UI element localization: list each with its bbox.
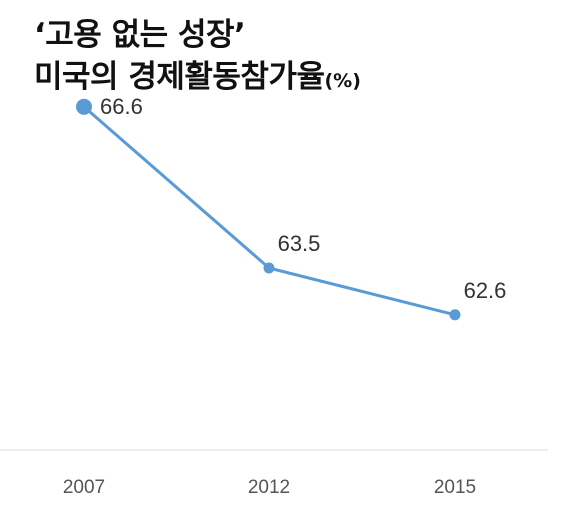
chart-title: ‘고용 없는 성장’ 미국의 경제활동참가율(%) bbox=[34, 14, 361, 102]
x-tick-2007: 2007 bbox=[63, 477, 105, 498]
x-tick-2012: 2012 bbox=[248, 477, 290, 498]
title-line-1: ‘고용 없는 성장’ bbox=[34, 17, 246, 53]
data-label-2015: 62.6 bbox=[464, 278, 507, 303]
unit-label: (%) bbox=[324, 70, 361, 92]
data-point-2012 bbox=[263, 262, 275, 274]
data-points bbox=[76, 98, 461, 321]
x-tick-2015: 2015 bbox=[434, 477, 476, 498]
data-label-2012: 63.5 bbox=[278, 231, 321, 256]
title-line-2: 미국의 경제활동참가율(%) bbox=[34, 56, 361, 102]
x-tick-labels: 2007 2012 2015 bbox=[63, 477, 476, 498]
data-labels: 66.6 63.5 62.6 bbox=[100, 94, 506, 303]
title-text: 미국의 경제활동참가율 bbox=[34, 59, 325, 95]
data-point-2015 bbox=[449, 309, 461, 321]
data-point-2007 bbox=[76, 98, 92, 115]
data-label-2007: 66.6 bbox=[100, 94, 143, 119]
series-line bbox=[82, 105, 457, 317]
